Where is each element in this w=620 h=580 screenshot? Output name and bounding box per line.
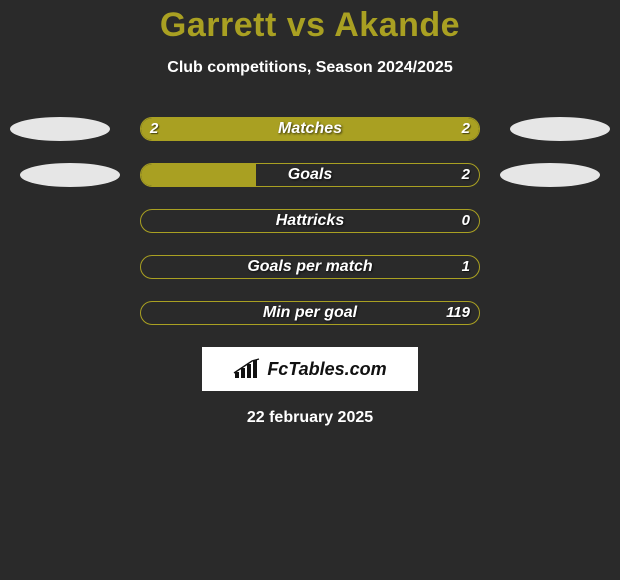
date-label: 22 february 2025 (0, 409, 620, 427)
bar-left (141, 164, 256, 186)
stat-value-left: 2 (150, 117, 158, 141)
bar-left (141, 118, 310, 140)
bar-track (140, 163, 480, 187)
stat-row-goals: Goals 2 (0, 163, 620, 189)
page-title: Garrett vs Akande (0, 0, 620, 45)
player-right-badge (510, 117, 610, 141)
stat-value-right: 119 (446, 301, 470, 325)
bar-track (140, 209, 480, 233)
stat-row-goals-per-match: Goals per match 1 (0, 255, 620, 281)
stat-value-right: 2 (462, 163, 470, 187)
stat-value-right: 0 (462, 209, 470, 233)
page-subtitle: Club competitions, Season 2024/2025 (0, 59, 620, 77)
bar-right (310, 118, 479, 140)
brand-name: FcTables.com (267, 359, 386, 380)
stat-value-right: 1 (462, 255, 470, 279)
stat-row-min-per-goal: Min per goal 119 (0, 301, 620, 327)
player-right-badge (500, 163, 600, 187)
bar-track (140, 255, 480, 279)
stat-row-hattricks: Hattricks 0 (0, 209, 620, 235)
player-left-badge (10, 117, 110, 141)
stat-value-right: 2 (462, 117, 470, 141)
stat-row-matches: 2 Matches 2 (0, 117, 620, 143)
brand-box[interactable]: FcTables.com (202, 347, 418, 391)
bar-track (140, 301, 480, 325)
bar-track (140, 117, 480, 141)
bar-chart-icon (233, 358, 261, 380)
stats-section: 2 Matches 2 Goals 2 Hattricks 0 Goals pe (0, 117, 620, 327)
player-left-badge (20, 163, 120, 187)
